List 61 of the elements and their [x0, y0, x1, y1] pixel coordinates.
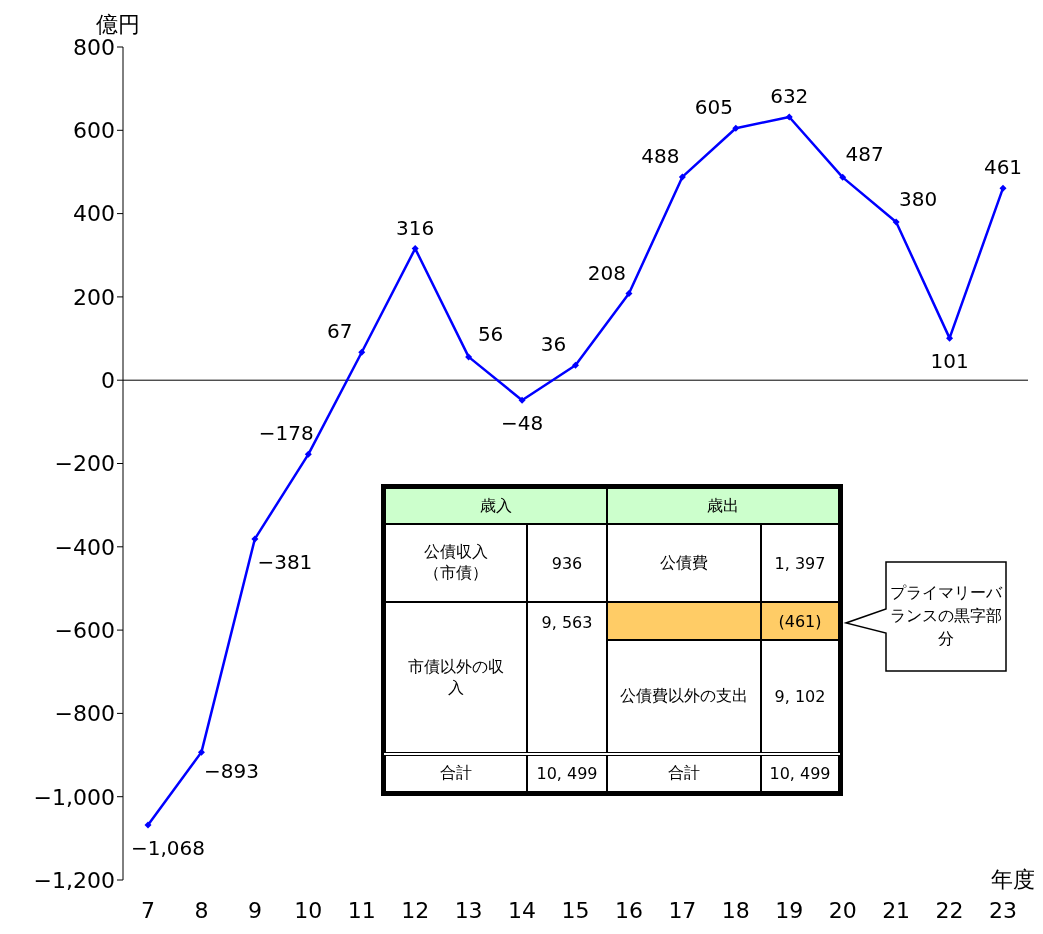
x-tick-label: 12 [401, 897, 430, 923]
x-tick-label: 16 [614, 897, 643, 923]
annotation: 市債以外の収入 [408, 656, 504, 699]
x-axis-title: 年度 [991, 866, 1035, 894]
data-label: 36 [540, 332, 567, 357]
data-label: 56 [477, 321, 504, 346]
data-label: 461 [983, 155, 1023, 180]
x-tick-label: 10 [294, 897, 323, 923]
annotation: プライマリーバランスの黒字部分 [889, 582, 1003, 650]
data-label: 208 [587, 260, 627, 285]
x-tick-label: 11 [347, 897, 376, 923]
data-label: 632 [770, 83, 809, 108]
data-label: 605 [694, 95, 733, 120]
y-tick-label: 0 [101, 368, 115, 394]
annotation: 公債収入（市債） [423, 542, 489, 584]
annotation: (461) [761, 602, 839, 640]
y-tick-label: −800 [54, 701, 115, 727]
data-label: 380 [899, 186, 938, 211]
y-tick-label: −1,200 [33, 867, 115, 893]
y-tick-label: −400 [54, 534, 115, 560]
annotation: 9, 563 [527, 602, 607, 754]
annotation: 公債費以外の支出 [619, 686, 749, 707]
y-tick-label: −1,000 [33, 784, 115, 810]
data-label: −381 [257, 549, 313, 574]
x-tick-label: 14 [508, 897, 537, 923]
x-tick-label: 13 [454, 897, 483, 923]
x-tick-label: 19 [775, 897, 804, 923]
x-tick-label: 20 [828, 897, 857, 923]
data-label: −48 [500, 411, 544, 436]
x-tick-label: 23 [989, 897, 1017, 923]
annotation: 公債費 [607, 524, 761, 602]
data-label: 67 [327, 319, 353, 344]
x-tick-label: 8 [194, 897, 209, 923]
x-tick-label: 21 [882, 897, 911, 923]
y-tick-label: 200 [73, 284, 115, 310]
y-tick-label: −600 [54, 617, 115, 643]
data-label: 488 [641, 143, 680, 168]
annotation: 合計 [607, 754, 761, 792]
data-label: −1,068 [130, 836, 206, 861]
y-tick-label: 400 [73, 201, 115, 227]
y-tick-label: 600 [73, 118, 115, 144]
annotation: 936 [527, 524, 607, 602]
x-tick-label: 7 [141, 897, 155, 923]
data-label: 101 [930, 349, 969, 374]
annotation: 10, 499 [527, 754, 607, 792]
annotation: 9, 102 [761, 640, 839, 754]
annotation: 10, 499 [761, 754, 839, 792]
data-label: 316 [396, 215, 435, 240]
annotation: 歳入 [385, 488, 607, 524]
annotation: 1, 397 [761, 524, 839, 602]
x-tick-label: 15 [561, 897, 590, 923]
data-label: −893 [203, 759, 259, 784]
x-tick-label: 17 [668, 897, 697, 923]
data-label: −178 [258, 421, 314, 446]
annotation: 合計 [385, 754, 527, 792]
y-tick-label: −200 [54, 451, 115, 477]
x-tick-label: 9 [247, 897, 262, 923]
x-tick-label: 18 [721, 897, 750, 923]
data-label: 487 [845, 142, 884, 167]
x-tick-label: 22 [935, 897, 964, 923]
annotation: 歳出 [607, 488, 839, 524]
